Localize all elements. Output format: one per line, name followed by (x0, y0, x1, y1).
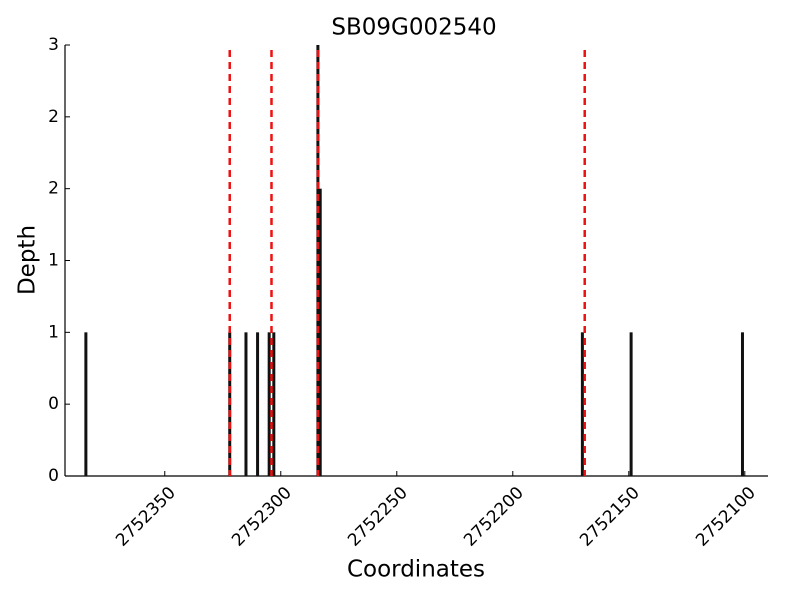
chart-title: SB09G002540 (331, 15, 496, 41)
y-axis-label: Depth (15, 225, 41, 295)
x-axis-label: Coordinates (347, 557, 485, 583)
y-tick-label: 0 (48, 466, 59, 486)
bar (740, 332, 744, 476)
bar (256, 332, 260, 476)
y-tick-label: 2 (48, 179, 59, 199)
x-tick-label: 2752350 (112, 483, 180, 551)
y-tick-label: 2 (48, 107, 59, 127)
y-tick-label: 1 (48, 322, 59, 342)
bar (272, 332, 276, 476)
bar (580, 332, 584, 476)
bar (244, 332, 248, 476)
bar (84, 332, 88, 476)
x-tick-label: 2752250 (344, 483, 412, 551)
x-tick-label: 2752200 (460, 483, 528, 551)
bar (629, 332, 633, 476)
bar (267, 332, 271, 476)
x-tick-label: 2752100 (692, 483, 760, 551)
y-tick-label: 3 (48, 35, 59, 55)
y-tick-label: 0 (48, 394, 59, 414)
y-tick-label: 1 (48, 251, 59, 271)
x-tick-label: 2752150 (576, 483, 644, 551)
bar (318, 188, 322, 476)
x-tick-label: 2752300 (228, 483, 296, 551)
